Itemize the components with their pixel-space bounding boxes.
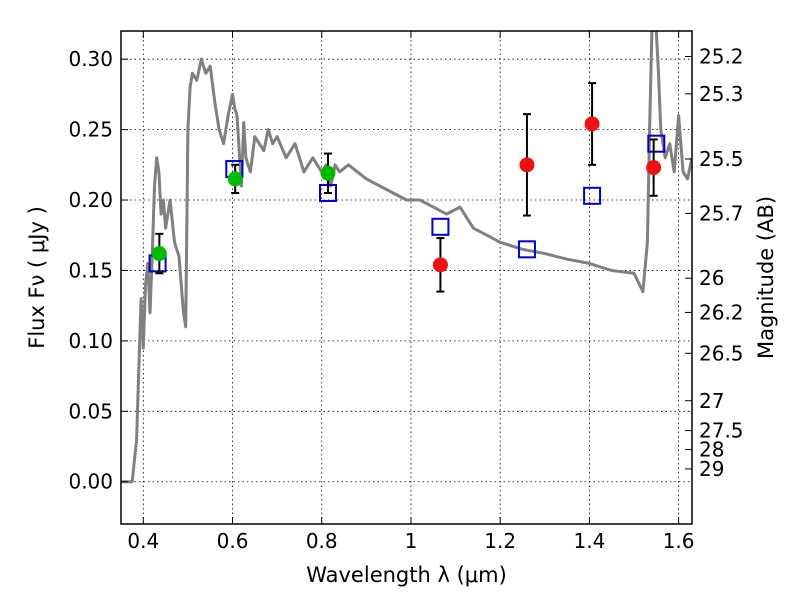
- right-tick-label: 28: [699, 437, 724, 461]
- right-tick-label: 27.5: [699, 419, 744, 443]
- model-band-square: [517, 240, 536, 259]
- model-band-square: [647, 134, 666, 153]
- y-axis-label: Flux Fν ( μJy ): [25, 206, 49, 349]
- right-tick-label: 25.5: [699, 147, 744, 171]
- right-tick-label: 25.2: [699, 44, 744, 68]
- y-tick-label: 0.20: [68, 188, 113, 212]
- y-tick-label: 0.15: [68, 258, 113, 282]
- y-tick-label: 0.10: [68, 329, 113, 353]
- photometry-point: [151, 246, 167, 262]
- right-tick-label: 29: [699, 457, 724, 481]
- x-tick-label: 0.8: [306, 529, 338, 553]
- x-tick-label: 1.4: [573, 529, 605, 553]
- y-tick-label: 0.00: [68, 470, 113, 494]
- right-tick-label: 26.2: [699, 300, 744, 324]
- x-tick-label: 1: [405, 529, 418, 553]
- y-tick-label: 0.25: [68, 118, 113, 142]
- x-axis-label: Wavelength λ (μm): [306, 563, 507, 587]
- x-tick-label: 1.6: [663, 529, 695, 553]
- right-tick-label: 25.7: [699, 201, 744, 225]
- y-tick-label: 0.30: [68, 47, 113, 71]
- grid: [121, 31, 692, 524]
- photometry-point: [519, 157, 535, 173]
- right-tick-label: 25.3: [699, 82, 744, 106]
- x-tick-label: 1.2: [484, 529, 516, 553]
- photometry-point: [320, 165, 336, 181]
- ticks: 0.4 0.6 0.8 1 1.2 1.4 1.6 0.00 0.05 0.10 0.15 0.20 0…: [68, 31, 744, 553]
- y-tick-label: 0.05: [68, 399, 113, 423]
- photometry-point: [584, 116, 600, 132]
- right-tick-label: 26.5: [699, 341, 744, 365]
- x-tick-label: 0.6: [217, 529, 249, 553]
- photometry-point: [432, 257, 448, 273]
- data-layer: [121, 31, 692, 484]
- model-spectrum-line: [121, 31, 692, 484]
- right-tick-label: 27: [699, 389, 724, 413]
- x-tick-label: 0.4: [127, 529, 159, 553]
- plot-frame: [120, 30, 693, 525]
- photometry-point: [646, 160, 662, 176]
- model-band-square: [583, 186, 602, 205]
- right-tick-label: 26: [699, 266, 724, 290]
- right-axis-label: Magnitude (AB): [754, 196, 778, 359]
- model-band-square: [431, 217, 450, 236]
- photometry-point: [227, 171, 243, 187]
